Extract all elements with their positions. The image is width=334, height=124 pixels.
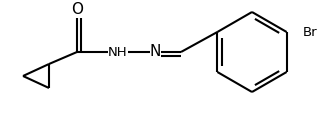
Text: N: N bbox=[149, 45, 161, 60]
Text: NH: NH bbox=[108, 46, 128, 59]
Text: O: O bbox=[71, 2, 83, 17]
Text: Br: Br bbox=[303, 26, 317, 38]
